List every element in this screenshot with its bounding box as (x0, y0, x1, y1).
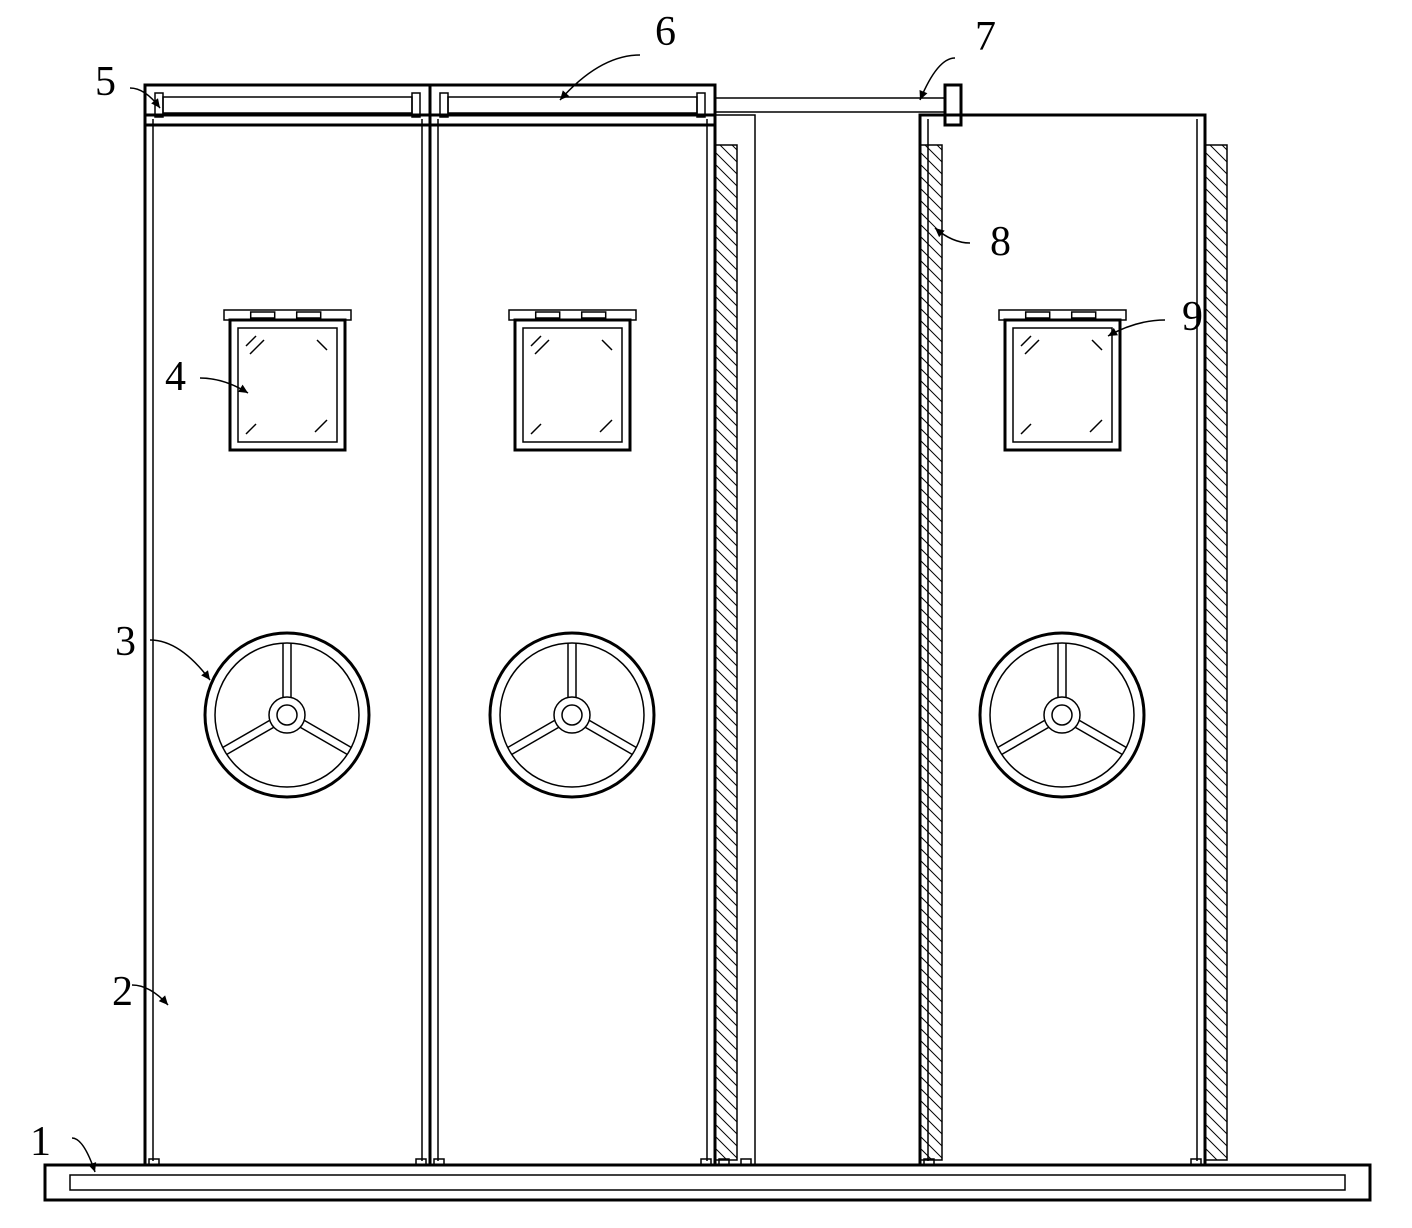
label-text-4: 4 (165, 354, 186, 400)
label-text-1: 1 (30, 1119, 51, 1165)
hatched-panel-0 (715, 145, 737, 1160)
hand-wheel-2 (980, 633, 1144, 797)
label-text-2: 2 (112, 969, 133, 1015)
label-9: 9 (1108, 294, 1203, 340)
label-text-6: 6 (655, 9, 676, 55)
label-text-3: 3 (115, 619, 136, 665)
label-2: 2 (112, 969, 168, 1015)
mechanical-diagram: 1 2 3 4 5 6 7 8 9 (0, 0, 1412, 1228)
top-light-box-1 (430, 85, 715, 125)
label-text-8: 8 (990, 219, 1011, 265)
top-light-box-0 (145, 85, 430, 125)
label-text-7: 7 (975, 14, 996, 60)
cabinet-3 (920, 115, 1205, 1165)
cabinet-0 (145, 115, 430, 1165)
label-3: 3 (115, 619, 210, 680)
view-window-1 (509, 310, 636, 450)
hand-wheel-1 (490, 633, 654, 797)
label-text-9: 9 (1182, 294, 1203, 340)
label-7: 7 (920, 14, 996, 100)
view-window-0 (224, 310, 351, 450)
label-8: 8 (935, 219, 1011, 265)
label-text-5: 5 (95, 59, 116, 105)
view-window-2 (999, 310, 1126, 450)
base-rail (45, 1165, 1370, 1200)
cabinet-1 (430, 115, 715, 1165)
hatched-panel-1 (920, 145, 942, 1160)
hatched-panel-2 (1205, 145, 1227, 1160)
label-4: 4 (165, 354, 248, 400)
hand-wheel-0 (205, 633, 369, 797)
